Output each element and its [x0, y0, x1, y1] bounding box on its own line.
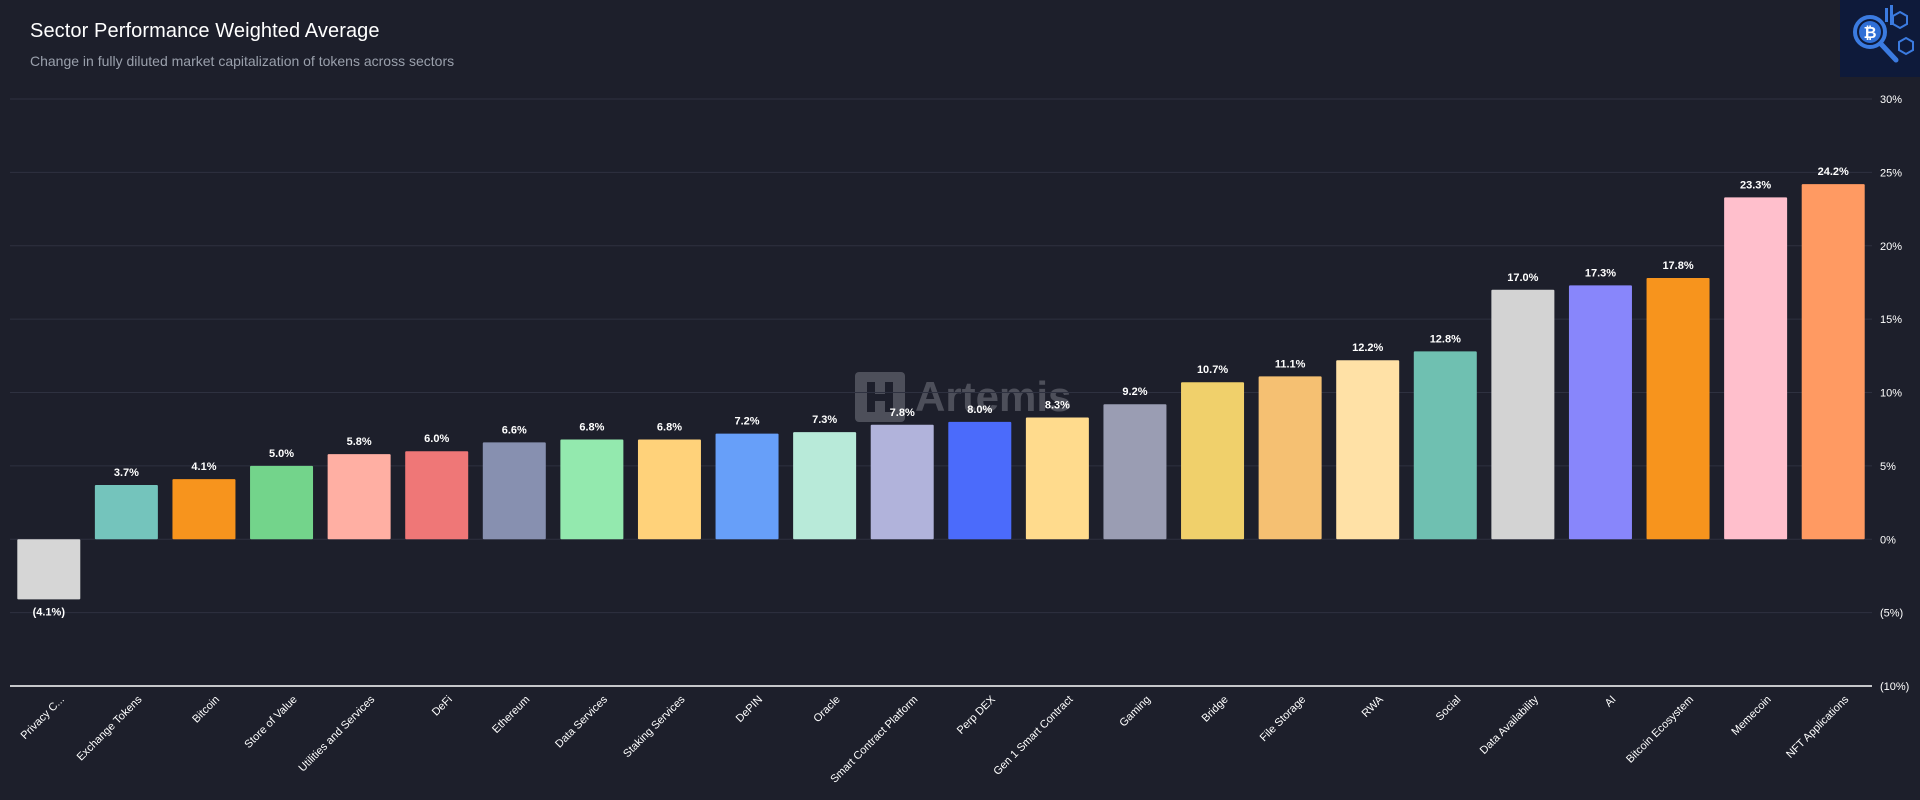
bars: [17, 184, 1865, 600]
x-tick-label: DePIN: [734, 694, 765, 725]
chart-header: Sector Performance Weighted Average Chan…: [30, 20, 454, 69]
x-tick-label: Social: [1434, 694, 1464, 724]
value-label: 7.8%: [890, 407, 915, 419]
value-label: 5.0%: [269, 448, 294, 460]
x-tick-label: Data Availability: [1478, 693, 1542, 757]
x-tick-label: Oracle: [811, 694, 842, 725]
bar: [870, 424, 934, 540]
bar: [1491, 289, 1555, 540]
bar: [250, 465, 314, 540]
value-label: 11.1%: [1275, 358, 1306, 370]
value-label: 3.7%: [114, 467, 139, 479]
bar: [482, 442, 546, 540]
x-tick-label: Perp DEX: [955, 693, 999, 737]
bitcoin-magnifier-icon: ₿: [1853, 5, 1914, 63]
x-tick-label: Utilities and Services: [297, 693, 378, 774]
bar: [1568, 285, 1632, 540]
bar: [172, 479, 236, 540]
value-label: 4.1%: [191, 461, 216, 473]
value-labels: (4.1%) 3.7% 4.1% 5.0% 5.8% 6.0% 6.6% 6.8% 6.8% 7.…: [33, 166, 1849, 618]
y-tick-label: (5%): [1880, 608, 1903, 620]
x-tick-label: RWA: [1360, 693, 1387, 720]
value-label: 8.3%: [1045, 399, 1070, 411]
x-tick-label: Bridge: [1200, 694, 1231, 725]
x-tick-label: AI: [1603, 694, 1619, 710]
bar: [327, 454, 391, 540]
y-tick-label: 15%: [1880, 314, 1902, 326]
bar: [1413, 351, 1477, 540]
y-tick-label: 5%: [1880, 461, 1896, 473]
value-label: 17.8%: [1662, 260, 1693, 272]
y-tick-label: 20%: [1880, 241, 1902, 253]
value-label: (4.1%): [33, 606, 66, 618]
bar: [1646, 278, 1710, 540]
bar: [17, 539, 81, 600]
value-label: 6.8%: [657, 421, 682, 433]
bar: [793, 432, 857, 540]
value-label: 7.2%: [735, 416, 760, 428]
value-label: 8.0%: [967, 404, 992, 416]
x-tick-label: File Storage: [1258, 694, 1308, 744]
value-label: 12.2%: [1352, 342, 1383, 354]
x-tick-label: Bitcoin: [190, 694, 222, 726]
x-tick-label: Store of Value: [242, 694, 299, 751]
x-tick-label: Bitcoin Ecosystem: [1624, 694, 1696, 766]
y-tick-label: 30%: [1880, 94, 1902, 106]
value-label: 23.3%: [1740, 179, 1771, 191]
x-tick-label: Staking Services: [621, 693, 688, 760]
bar: [948, 421, 1012, 540]
bar: [1336, 360, 1400, 540]
bar: [1025, 417, 1089, 540]
value-label: 6.8%: [579, 421, 604, 433]
value-label: 24.2%: [1818, 166, 1849, 178]
value-label: 6.6%: [502, 424, 527, 436]
chart-title: Sector Performance Weighted Average: [30, 20, 380, 42]
logo: ₿: [1840, 0, 1920, 77]
y-axis-ticks: 30% 25% 20% 15% 10% 5% 0% (5%) (10%): [1880, 94, 1909, 693]
x-axis-labels: Privacy C... Exchange Tokens Bitcoin Store …: [19, 693, 1852, 785]
x-tick-label: Ethereum: [490, 694, 532, 736]
x-tick-label: DeFi: [430, 694, 455, 719]
value-label: 7.3%: [812, 414, 837, 426]
bar: [1724, 197, 1788, 540]
x-tick-label: Gaming: [1117, 694, 1153, 730]
value-label: 17.3%: [1585, 267, 1616, 279]
bar: [1103, 404, 1167, 540]
x-tick-label: Smart Contract Platform: [828, 694, 920, 786]
value-label: 12.8%: [1430, 333, 1461, 345]
y-tick-label: 0%: [1880, 534, 1896, 546]
value-label: 17.0%: [1507, 272, 1538, 284]
bar: [560, 439, 624, 540]
value-label: 9.2%: [1122, 386, 1147, 398]
x-tick-label: Privacy C...: [19, 694, 67, 742]
value-label: 5.8%: [347, 436, 372, 448]
gridlines: [10, 98, 1872, 687]
x-tick-label: Data Services: [553, 693, 610, 750]
value-label: 6.0%: [424, 433, 449, 445]
x-tick-label: NFT Applications: [1784, 693, 1851, 760]
y-tick-label: 10%: [1880, 388, 1902, 400]
x-tick-label: Gen 1 Smart Contract: [991, 694, 1075, 778]
y-tick-label: (10%): [1880, 681, 1909, 693]
bar: [1258, 376, 1322, 540]
chart-subtitle: Change in fully diluted market capitaliz…: [30, 53, 455, 69]
y-tick-label: 25%: [1880, 167, 1902, 179]
bar: [94, 484, 158, 540]
svg-text:₿: ₿: [1863, 23, 1876, 42]
x-tick-label: Exchange Tokens: [75, 693, 145, 763]
bar: [715, 433, 779, 540]
bar: [637, 439, 701, 540]
value-label: 10.7%: [1197, 364, 1228, 376]
bar: [405, 451, 469, 540]
bar: [1181, 382, 1245, 540]
bar: [1801, 184, 1865, 540]
x-tick-label: Memecoin: [1729, 694, 1773, 738]
